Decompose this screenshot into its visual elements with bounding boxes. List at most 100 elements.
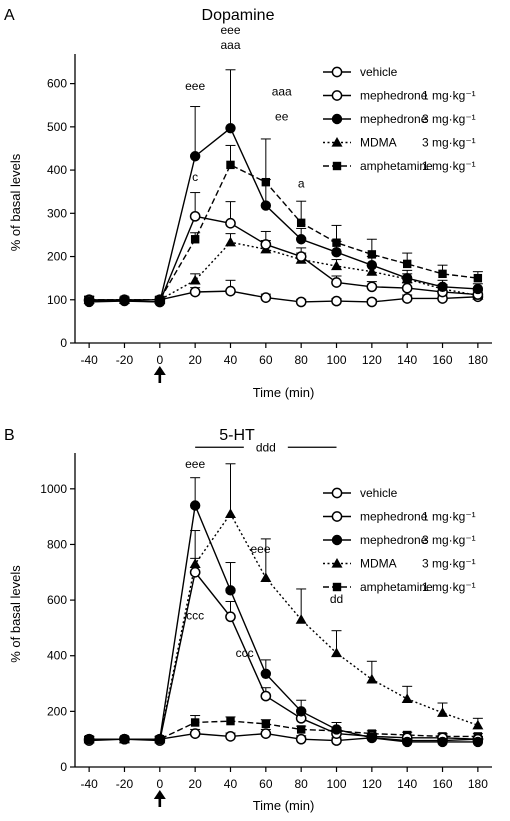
significance-annotation: ccc	[186, 609, 204, 623]
data-point	[189, 286, 201, 298]
significance-annotation: aaa	[272, 85, 292, 99]
data-point	[366, 266, 378, 276]
data-point	[260, 572, 272, 582]
data-point	[331, 277, 342, 288]
data-point	[366, 673, 378, 684]
y-tick-label: 400	[47, 649, 67, 663]
data-point	[401, 272, 413, 284]
legend-marker	[332, 582, 342, 592]
series-3	[83, 233, 484, 304]
data-point	[401, 282, 413, 294]
y-tick-label: 100	[47, 293, 67, 307]
data-point	[473, 273, 483, 283]
series-line	[89, 502, 478, 743]
y-tick-label: 200	[47, 250, 67, 264]
x-tick-label: 140	[397, 353, 417, 367]
significance-annotation: ee	[275, 109, 289, 123]
data-point	[225, 217, 236, 229]
x-axis-label: Time (min)	[253, 385, 315, 400]
legend-entry-name: amphetamine	[360, 159, 433, 173]
x-tick-label: -40	[80, 777, 98, 791]
series-3	[83, 463, 484, 744]
series-0	[83, 279, 484, 308]
injection-arrow-head	[153, 790, 166, 799]
x-tick-label: 80	[294, 353, 308, 367]
series-2	[83, 69, 484, 308]
data-point	[189, 566, 201, 578]
data-point	[331, 647, 343, 658]
data-point	[367, 250, 377, 259]
series-line	[89, 127, 478, 303]
data-point	[225, 122, 236, 134]
legend-entry-name: mephedrone	[360, 510, 428, 524]
legend-entry-dose: 3 mg·kg⁻¹	[422, 136, 476, 150]
legend-entry-name: mephedrone	[360, 112, 428, 126]
data-point	[260, 728, 272, 739]
significance-annotation: aaa	[220, 38, 240, 52]
panel-letter: A	[4, 7, 15, 24]
data-point	[225, 585, 236, 596]
x-tick-label: -20	[116, 777, 134, 791]
legend-entry-name: mephedrone	[360, 89, 428, 103]
data-point	[331, 724, 342, 735]
data-point	[472, 283, 484, 295]
x-tick-label: 160	[433, 353, 453, 367]
data-point	[296, 218, 306, 228]
data-point	[366, 281, 378, 293]
y-tick-label: 0	[60, 336, 67, 350]
y-tick-label: 500	[47, 120, 67, 134]
series-line	[89, 512, 479, 740]
data-point	[224, 508, 236, 518]
data-point	[189, 151, 201, 162]
data-point	[189, 210, 201, 222]
data-point	[295, 296, 307, 308]
chart-title: Dopamine	[202, 7, 275, 24]
significance-annotation: ddd	[256, 440, 276, 454]
x-tick-label: 180	[468, 777, 488, 791]
panel-a-dopamine: A Dopamine 0 100 200 300 400 500 600 -40 -20 0 20 40 6…	[4, 7, 492, 400]
data-point	[402, 259, 412, 269]
significance-annotation: eee	[251, 542, 271, 556]
data-point	[225, 731, 236, 742]
legend-entry-dose: 1 mg·kg⁻¹	[422, 580, 476, 594]
x-tick-label: 120	[362, 353, 382, 367]
data-point	[260, 668, 272, 680]
data-point	[119, 295, 130, 307]
data-point	[437, 736, 448, 748]
x-tick-label: 20	[188, 777, 202, 791]
data-point	[260, 690, 272, 702]
significance-annotation: eee	[220, 23, 240, 37]
y-tick-label: 600	[47, 77, 67, 91]
data-point	[295, 733, 307, 745]
legend-marker	[331, 66, 343, 78]
data-point	[225, 611, 236, 623]
legend-entry-name: MDMA	[360, 136, 397, 150]
data-point	[226, 716, 235, 726]
data-point	[331, 295, 342, 307]
data-point	[437, 281, 448, 292]
data-point	[224, 236, 236, 247]
data-point	[366, 259, 378, 271]
x-tick-label: 80	[294, 777, 308, 791]
legend-marker	[331, 90, 343, 101]
legend-marker	[331, 534, 343, 546]
legend-entry-dose: 1 mg·kg⁻¹	[422, 510, 476, 524]
x-tick-label: -20	[116, 353, 134, 367]
data-point	[190, 235, 200, 244]
data-point	[472, 736, 484, 748]
legend-entry-dose: 1 mg·kg⁻¹	[422, 89, 476, 103]
data-point	[154, 733, 166, 745]
legend-marker	[331, 487, 343, 499]
legend-entry-dose: 3 mg·kg⁻¹	[422, 112, 476, 126]
y-tick-label: 0	[60, 760, 67, 774]
significance-annotation: eee	[185, 457, 205, 471]
data-point	[295, 614, 307, 624]
x-tick-label: 20	[188, 353, 202, 367]
significance-annotation: ccc	[236, 646, 254, 660]
x-tick-label: 120	[362, 777, 382, 791]
data-point	[472, 719, 484, 730]
data-point	[260, 200, 272, 211]
y-tick-label: 300	[47, 206, 67, 220]
data-point	[190, 718, 200, 727]
legend-marker	[331, 558, 343, 568]
